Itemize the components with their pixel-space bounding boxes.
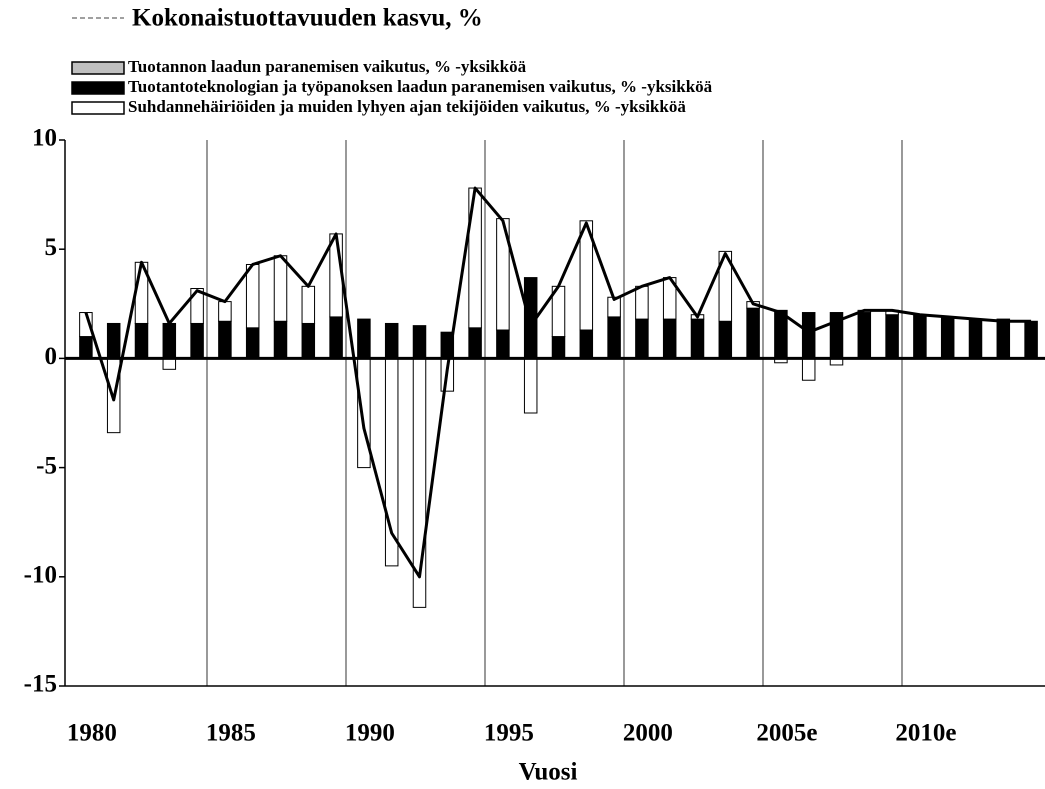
- legend-swatch: [71, 61, 125, 75]
- bar: [190, 288, 204, 324]
- bar: [329, 316, 343, 359]
- x-axis-label: Vuosi: [519, 759, 578, 786]
- x-tick-label: 2005e: [756, 720, 817, 747]
- bar: [357, 357, 371, 469]
- bar: [301, 322, 316, 359]
- bar: [857, 312, 872, 359]
- bar: [523, 357, 538, 414]
- bar: [245, 263, 260, 329]
- bar: [996, 318, 1011, 359]
- bar: [885, 314, 899, 359]
- bar: [718, 250, 733, 322]
- legend-label: Suhdannehäiriöiden ja muiden lyhyen ajan…: [128, 97, 686, 116]
- bar: [801, 312, 816, 359]
- bar: [579, 220, 594, 331]
- bar: [190, 322, 204, 359]
- bar: [468, 327, 482, 359]
- bar: [245, 327, 260, 359]
- bar: [412, 325, 427, 359]
- legend-label: Tuotantoteknologian ja työpanoksen laadu…: [128, 77, 713, 96]
- y-tick-label: -15: [24, 671, 57, 698]
- y-tick-label: -10: [24, 562, 57, 589]
- legend-swatch: [71, 101, 125, 115]
- bar: [273, 320, 288, 359]
- bar: [579, 329, 594, 359]
- bar: [1024, 320, 1038, 359]
- y-tick-label: -5: [36, 452, 57, 479]
- x-tick-label: 1985: [206, 720, 256, 747]
- bar: [635, 285, 649, 320]
- bar: [106, 322, 121, 359]
- bar: [746, 307, 760, 359]
- bar: [357, 318, 371, 359]
- bar: [329, 233, 343, 318]
- bar: [79, 336, 93, 359]
- x-tick-label: 1990: [345, 720, 395, 747]
- bar: [718, 320, 733, 359]
- bar: [134, 322, 149, 359]
- bar: [162, 322, 177, 359]
- x-tick-label: 1980: [67, 720, 117, 747]
- x-tick-label: 1995: [484, 720, 534, 747]
- bar: [940, 316, 955, 359]
- legend-label: Tuotannon laadun paranemisen vaikutus, %…: [128, 57, 527, 76]
- bar: [801, 357, 816, 381]
- bar: [551, 336, 566, 359]
- bar: [218, 320, 232, 359]
- bar: [774, 309, 788, 359]
- x-tick-label: 2010e: [895, 720, 956, 747]
- bar: [607, 316, 621, 359]
- bar: [968, 318, 983, 359]
- total-line: [84, 186, 1032, 579]
- bar: [496, 329, 510, 359]
- legend-swatch: [71, 81, 125, 95]
- bar: [913, 314, 927, 359]
- bar: [273, 255, 288, 322]
- bar: [635, 318, 649, 359]
- bar: [662, 318, 677, 359]
- y-tick-label: 5: [45, 234, 58, 261]
- bar: [690, 318, 705, 359]
- y-tick-label: 10: [32, 125, 57, 152]
- bar: [301, 285, 316, 324]
- x-tick-label: 2000: [623, 720, 673, 747]
- y-tick-label: 0: [45, 343, 58, 370]
- bar: [384, 322, 399, 359]
- bar: [162, 357, 177, 370]
- legend-title: Kokonaistuottavuuden kasvu, %: [132, 5, 483, 32]
- bar: [218, 301, 232, 322]
